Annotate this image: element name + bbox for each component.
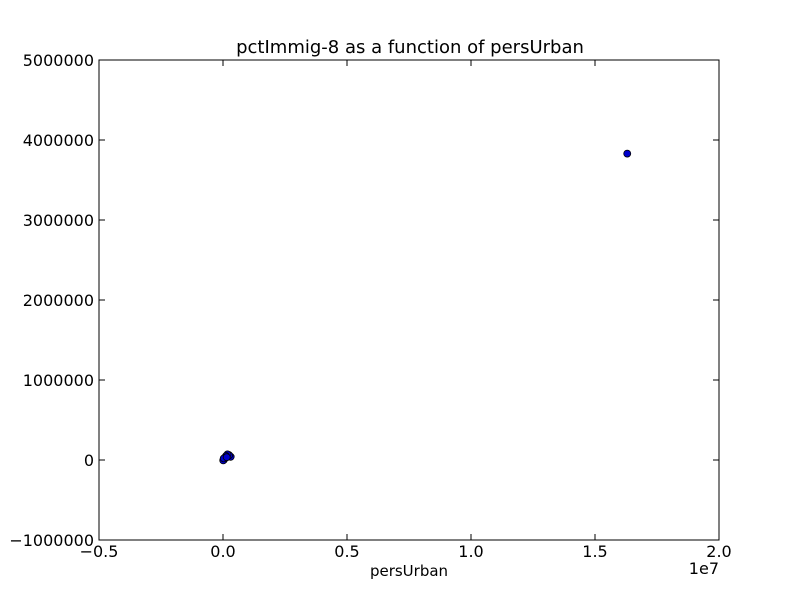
- y-axis-ticks: −1000000 0 1000000 2000000 3000000 4000000 500…: [9, 51, 719, 550]
- y-tick-label: 4000000: [23, 131, 94, 150]
- y-tick-label: 2000000: [23, 291, 94, 310]
- y-tick-label: −1000000: [9, 531, 94, 550]
- x-tick-label: −0.5: [80, 542, 119, 561]
- x-axis-label: persUrban: [370, 562, 448, 580]
- chart-title: pctImmig-8 as a function of persUrban: [236, 37, 584, 58]
- x-tick-label: 2.0: [706, 542, 731, 561]
- x-tick-label: 0.0: [210, 542, 235, 561]
- y-tick-label: 1000000: [23, 371, 94, 390]
- scatter-point: [222, 453, 231, 462]
- x-tick-label: 0.5: [334, 542, 359, 561]
- x-tick-label: 1.0: [458, 542, 483, 561]
- x-tick-label: 1.5: [582, 542, 607, 561]
- x-axis-ticks: −0.5 0.0 0.5 1.0 1.5 2.0: [80, 60, 732, 561]
- scatter-point: [623, 149, 632, 158]
- x-axis-offset-label: 1e7: [689, 559, 719, 578]
- plot-area: [98, 59, 720, 541]
- y-tick-label: 5000000: [23, 51, 94, 70]
- y-tick-label: 3000000: [23, 211, 94, 230]
- scatter-points: [219, 149, 632, 465]
- y-tick-label: 0: [84, 451, 94, 470]
